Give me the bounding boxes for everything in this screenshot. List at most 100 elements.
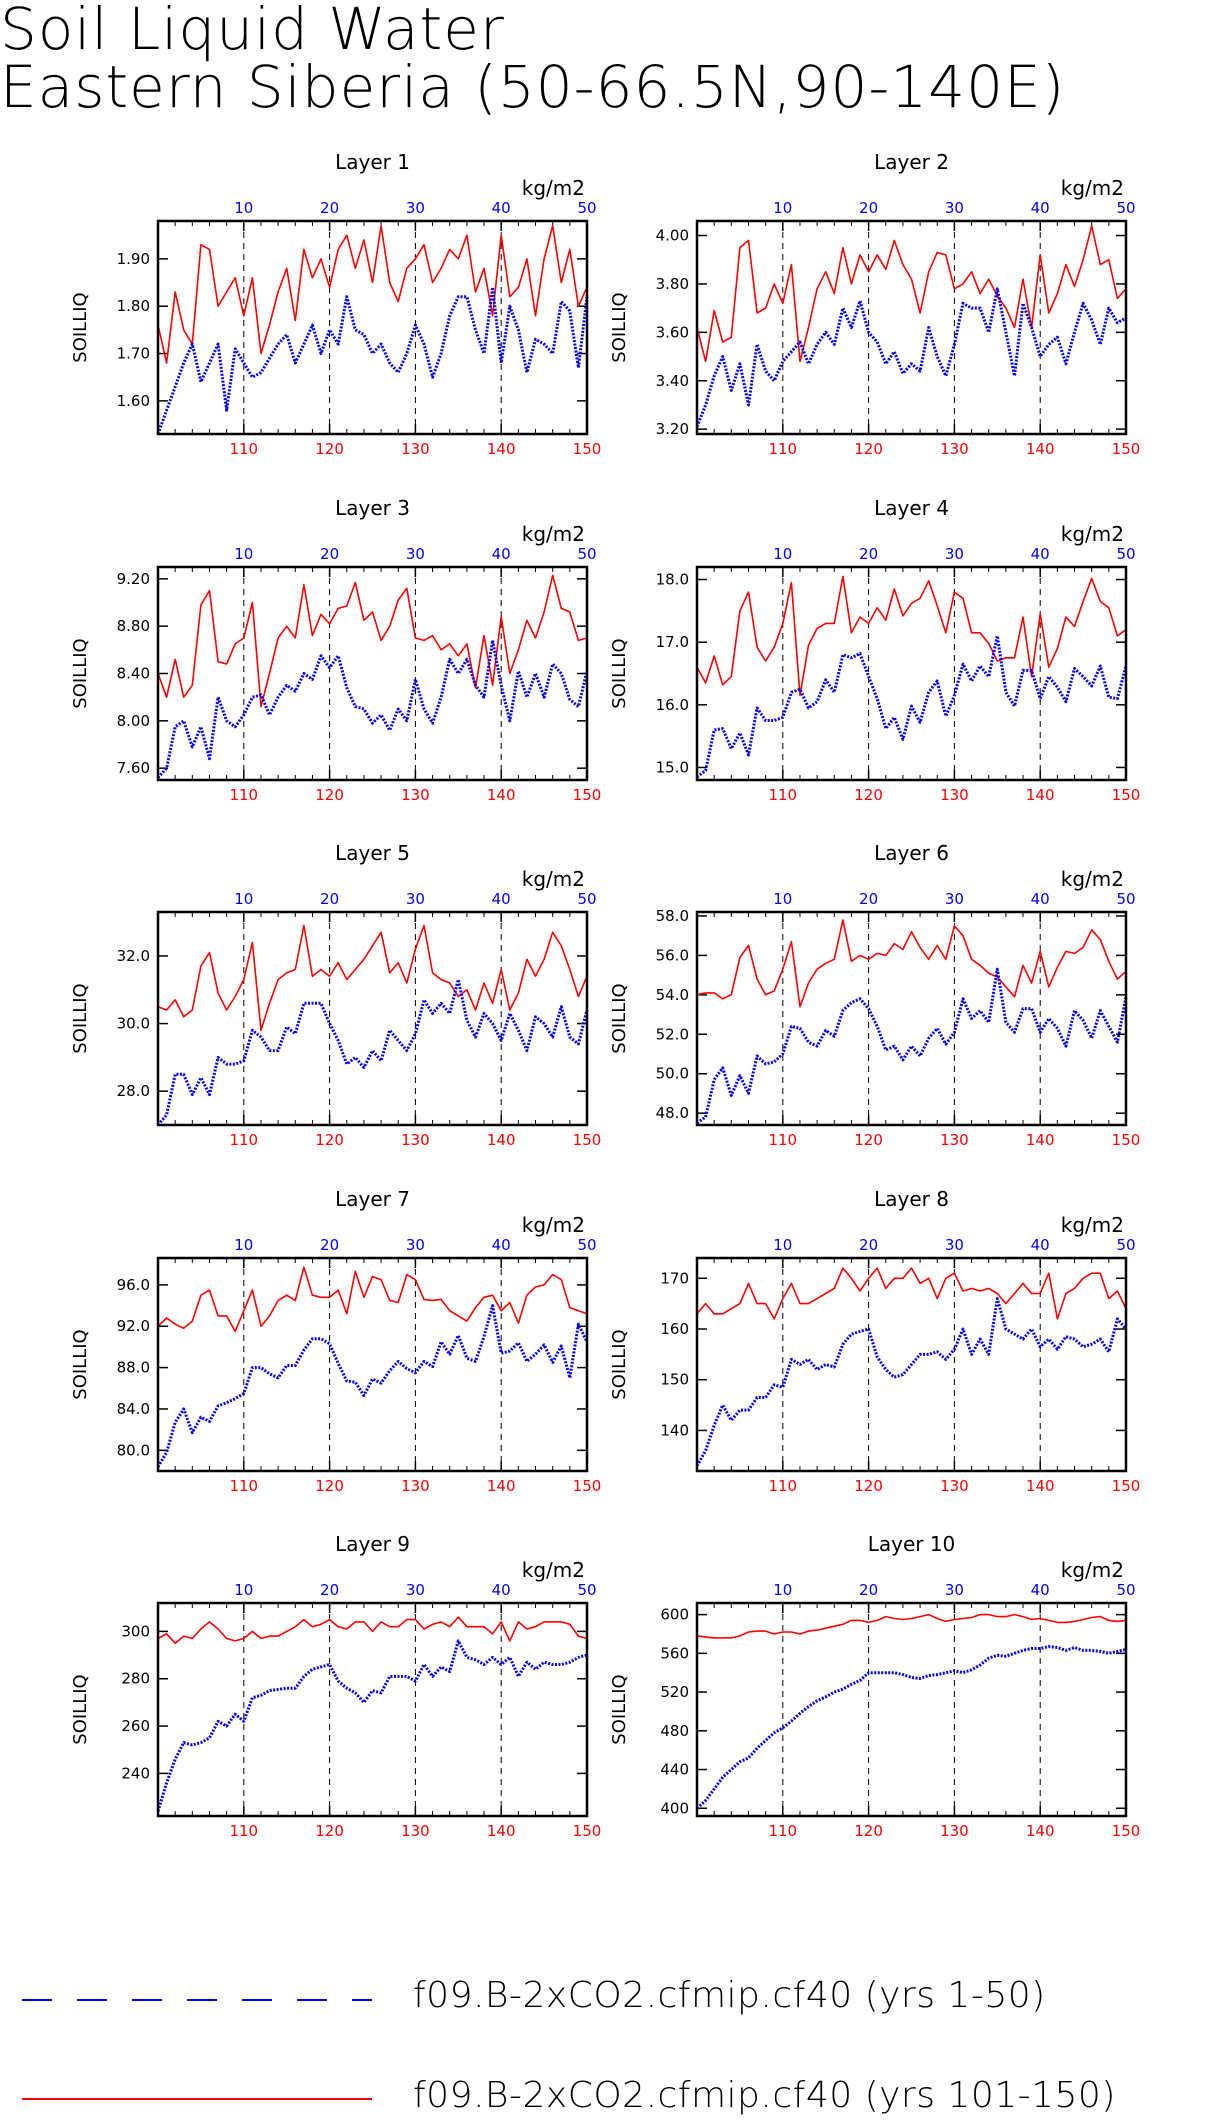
y-tick-label: 140 (660, 1421, 689, 1439)
y-tick-label: 3.60 (656, 323, 689, 341)
x-top-tick-label: 30 (945, 1236, 964, 1254)
x-bottom-tick-label: 120 (315, 1822, 344, 1840)
y-tick-label: 84.0 (117, 1400, 150, 1418)
x-bottom-tick-label: 150 (1112, 786, 1141, 804)
x-bottom-tick-label: 150 (573, 786, 602, 804)
x-top-tick-label: 40 (492, 890, 511, 908)
x-top-tick-label: 20 (859, 545, 878, 563)
x-bottom-tick-label: 130 (940, 1477, 969, 1495)
plot-frame (156, 219, 589, 436)
series-line-a (695, 1297, 1128, 1467)
series-line-a (695, 1645, 1127, 1810)
x-bottom-tick-label: 110 (768, 1477, 797, 1495)
main-title-line1: Soil Liquid Water (0, 0, 505, 63)
x-top-tick-label: 20 (859, 1581, 878, 1599)
y-tick-label: 1.60 (117, 392, 150, 410)
x-bottom-tick-label: 140 (1026, 1477, 1055, 1495)
y-tick-label: 400 (660, 1799, 689, 1817)
y-axis-label: SOILLIQ (70, 983, 91, 1053)
x-bottom-tick-label: 120 (854, 786, 883, 804)
y-tick-label: 170 (660, 1269, 689, 1287)
x-top-tick-label: 30 (406, 1581, 425, 1599)
x-bottom-tick-label: 140 (487, 440, 516, 458)
top-axis-unit: kg/m2 (1061, 867, 1124, 891)
y-tick-label: 1.90 (117, 250, 150, 268)
y-tick-label: 150 (660, 1371, 689, 1389)
x-top-tick-label: 40 (492, 1236, 511, 1254)
x-bottom-tick-label: 110 (229, 1477, 258, 1495)
series-line-b (157, 924, 588, 1032)
x-bottom-tick-label: 150 (573, 1477, 602, 1495)
top-axis-unit: kg/m2 (522, 522, 585, 546)
plot-frame (156, 910, 589, 1127)
series-line-b (157, 1266, 588, 1333)
x-top-tick-label: 20 (320, 199, 339, 217)
y-tick-label: 160 (660, 1320, 689, 1338)
y-tick-label: 8.80 (117, 617, 150, 635)
x-bottom-tick-label: 120 (854, 440, 883, 458)
x-bottom-tick-label: 140 (487, 1477, 516, 1495)
x-bottom-tick-label: 150 (1112, 1131, 1141, 1149)
x-top-tick-label: 20 (320, 890, 339, 908)
y-tick-label: 88.0 (117, 1359, 150, 1377)
series-line-a (695, 287, 1127, 428)
x-bottom-tick-label: 140 (487, 1131, 516, 1149)
y-tick-label: 4.00 (656, 227, 689, 245)
series-line-b (696, 1267, 1127, 1320)
y-tick-label: 50.0 (656, 1065, 689, 1083)
series-line-a (156, 285, 589, 435)
y-tick-label: 280 (121, 1670, 150, 1688)
top-axis-unit: kg/m2 (522, 1558, 585, 1582)
y-tick-label: 3.20 (656, 420, 689, 438)
panel-title: Layer 2 (874, 150, 949, 174)
x-top-tick-label: 40 (1031, 1581, 1050, 1599)
x-bottom-tick-label: 140 (487, 1822, 516, 1840)
y-tick-label: 17.0 (656, 633, 689, 651)
panel-8: Layer 8 kg/m2 SOILLIQ 110 120 130 140 150 10 20 30… (609, 1187, 1140, 1495)
series-line-b (696, 575, 1127, 697)
panel-title: Layer 7 (335, 1187, 410, 1211)
x-bottom-tick-label: 120 (854, 1822, 883, 1840)
panel-4: Layer 4 kg/m2 SOILLIQ 110 120 130 140 150 10 20 30… (609, 496, 1140, 804)
x-bottom-tick-label: 150 (573, 440, 602, 458)
series-line-a (156, 1304, 589, 1468)
x-bottom-tick-label: 110 (229, 786, 258, 804)
x-bottom-tick-label: 140 (1026, 440, 1055, 458)
panel-1: Layer 1 kg/m2 SOILLIQ 110 120 130 140 150 10 20 30… (70, 150, 601, 458)
y-tick-label: 600 (660, 1606, 689, 1624)
plot-frame (156, 1601, 589, 1818)
series-line-a (156, 1639, 588, 1812)
panel-title: Layer 8 (874, 1187, 949, 1211)
y-tick-label: 300 (121, 1622, 150, 1640)
y-tick-label: 3.80 (656, 275, 689, 293)
x-top-tick-label: 10 (773, 890, 792, 908)
x-top-tick-label: 20 (320, 1581, 339, 1599)
legend-label-series-b: f09.B-2xCO2.cfmip.cf40 (yrs 101-150) (413, 2075, 1116, 2116)
x-bottom-tick-label: 130 (401, 1131, 430, 1149)
plot-frame (695, 1601, 1128, 1818)
x-bottom-tick-label: 120 (315, 786, 344, 804)
x-top-tick-label: 30 (945, 545, 964, 563)
y-tick-label: 7.60 (117, 759, 150, 777)
plot-frame (695, 1256, 1128, 1473)
x-top-tick-label: 10 (773, 545, 792, 563)
y-axis-label: SOILLIQ (609, 983, 630, 1053)
x-bottom-tick-label: 110 (768, 786, 797, 804)
panel-6: Layer 6 kg/m2 SOILLIQ 110 120 130 140 150 10 20 30… (609, 841, 1140, 1149)
y-axis-label: SOILLIQ (70, 1674, 91, 1744)
x-bottom-tick-label: 120 (315, 1477, 344, 1495)
x-bottom-tick-label: 110 (768, 1131, 797, 1149)
y-tick-label: 52.0 (656, 1025, 689, 1043)
x-bottom-tick-label: 130 (401, 786, 430, 804)
x-bottom-tick-label: 110 (229, 1822, 258, 1840)
y-axis-label: SOILLIQ (70, 1329, 91, 1399)
x-bottom-tick-label: 150 (1112, 1822, 1141, 1840)
x-top-tick-label: 20 (859, 199, 878, 217)
y-tick-label: 260 (121, 1717, 150, 1735)
y-axis-label: SOILLIQ (609, 1674, 630, 1744)
x-top-tick-label: 20 (859, 890, 878, 908)
y-tick-label: 560 (660, 1644, 689, 1662)
x-top-tick-label: 50 (1116, 1581, 1135, 1599)
panel-5: Layer 5 kg/m2 SOILLIQ 110 120 130 140 150 10 20 30… (70, 841, 601, 1149)
y-axis-label: SOILLIQ (609, 292, 630, 362)
